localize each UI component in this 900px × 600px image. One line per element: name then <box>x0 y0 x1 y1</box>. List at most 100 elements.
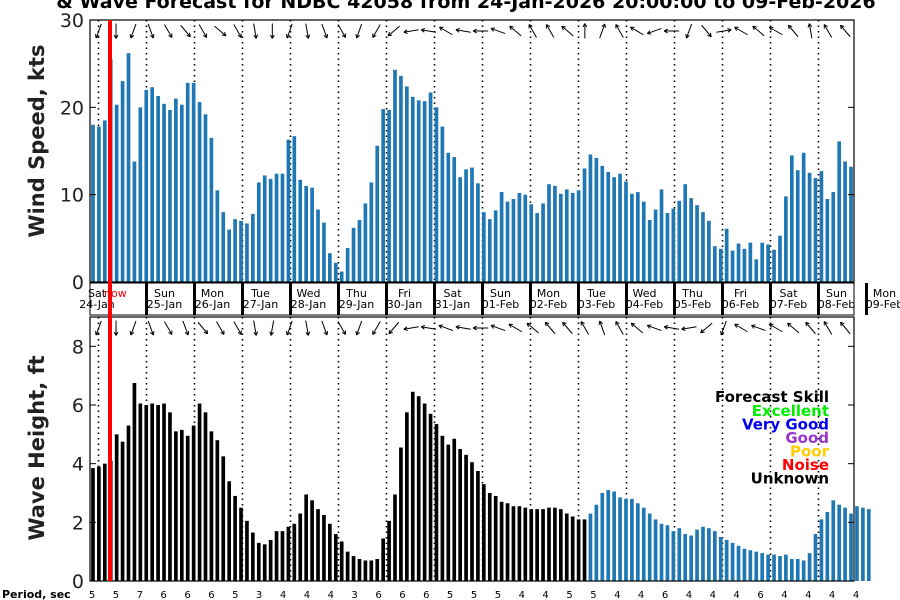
wave-direction-arrow <box>355 320 363 336</box>
wave-bar <box>559 509 563 581</box>
wave-bar <box>511 506 516 581</box>
wave-bar <box>304 494 308 581</box>
wave-bar <box>286 526 291 581</box>
day-label-strip: Sat24-JanSun25-JanMon26-JanTue27-JanWed2… <box>79 282 900 316</box>
wave-bar <box>280 531 285 581</box>
wave-bar <box>179 429 184 581</box>
wind-bar <box>120 81 125 282</box>
wave-bar <box>778 556 782 581</box>
wind-direction-arrow <box>147 23 155 39</box>
wind-bar <box>387 109 391 282</box>
wind-bar <box>707 220 711 282</box>
chart-title: & Wave Forecast for NDBC 42058 from 24-J… <box>56 0 875 13</box>
wave-direction-arrow <box>372 321 381 335</box>
period-value: 6 <box>375 590 381 600</box>
wind-direction-arrow <box>253 23 259 39</box>
wave-bar <box>671 531 676 581</box>
wave-direction-arrow <box>734 323 748 333</box>
wind-bar <box>393 69 397 282</box>
day-date-label: 08-Feb <box>818 298 855 311</box>
wave-bar <box>97 466 101 581</box>
period-value: 5 <box>566 590 572 600</box>
wind-bar <box>446 152 451 282</box>
wind-bar <box>322 222 326 282</box>
day-name-label: Fri <box>398 287 411 300</box>
wave-direction-arrow <box>615 321 624 335</box>
now-marker-label: now <box>104 287 127 300</box>
wind-bar <box>837 141 842 282</box>
wind-bar <box>132 161 137 282</box>
day-name-label: Thu <box>345 287 367 300</box>
wind-speed-axis-label: Wind Speed, kts <box>25 44 49 237</box>
day-date-label: 05-Feb <box>674 298 711 311</box>
wind-direction-arrow <box>355 23 363 39</box>
wave-direction-arrow <box>197 321 209 335</box>
wave-bar <box>440 435 445 581</box>
wind-bar <box>179 104 184 283</box>
wind-direction-arrow <box>509 25 522 37</box>
wave-ytick-label: 0 <box>72 571 84 593</box>
legend-entry: Excellent <box>752 402 829 420</box>
wind-direction-arrow <box>752 25 765 37</box>
wave-direction-arrow <box>823 321 833 335</box>
wave-bar <box>855 506 859 581</box>
wind-direction-arrow <box>734 26 748 36</box>
wind-bar <box>511 199 516 282</box>
day-date-label: 09-Feb <box>866 298 900 311</box>
wave-bar <box>843 507 847 581</box>
wind-bar <box>150 87 155 282</box>
period-value: 4 <box>686 590 692 600</box>
wind-bar <box>298 179 303 282</box>
wind-bar <box>789 155 794 282</box>
wind-bar <box>126 53 131 282</box>
wind-bar <box>416 100 421 282</box>
wave-bar <box>606 490 611 581</box>
wind-bar <box>529 204 534 282</box>
wind-bar <box>819 171 824 282</box>
wave-bar <box>339 541 344 581</box>
wind-direction-arrow <box>701 24 712 38</box>
wind-ytick-label: 0 <box>72 272 84 294</box>
wave-bar <box>416 396 421 581</box>
wave-bar <box>849 513 853 581</box>
day-date-label: 03-Feb <box>578 298 615 311</box>
wind-bar <box>144 89 149 283</box>
wave-bar <box>268 539 273 581</box>
wind-bar <box>665 213 670 282</box>
wave-direction-arrow <box>403 326 419 332</box>
wave-bar <box>476 471 480 581</box>
wind-direction-arrow <box>630 26 644 36</box>
wave-bar <box>630 498 634 581</box>
day-name-label: Mon <box>537 287 560 300</box>
wave-bar <box>393 494 397 581</box>
wave-bar <box>576 519 581 581</box>
legend-entry: Very Good <box>742 416 829 434</box>
wind-direction-arrow <box>663 28 680 34</box>
wave-ytick-label: 8 <box>72 336 84 358</box>
wind-bar <box>582 168 587 282</box>
period-value: 3 <box>351 590 357 600</box>
day-name-label: Sat <box>779 287 798 300</box>
wind-bar <box>310 187 314 282</box>
wind-bar <box>843 161 847 282</box>
wind-bar <box>671 208 676 282</box>
period-value: 5 <box>447 590 453 600</box>
day-name-label: Sun <box>826 287 847 300</box>
wind-direction-arrow <box>372 24 381 38</box>
wave-direction-arrow <box>388 321 400 335</box>
wave-direction-arrow <box>216 321 225 335</box>
wave-bar <box>114 434 119 581</box>
day-date-label: 31-Jan <box>435 298 471 311</box>
wind-bar <box>624 181 628 282</box>
wave-bar <box>837 504 842 581</box>
wind-direction-arrow <box>545 24 555 38</box>
wave-height-axis-label: Wave Height, ft <box>25 355 49 540</box>
day-name-label: Sun <box>490 287 511 300</box>
period-value: 5 <box>471 590 477 600</box>
wind-bar <box>245 223 249 282</box>
wave-direction-arrow <box>455 324 471 330</box>
wind-direction-arrow <box>337 24 347 38</box>
day-name-label: Fri <box>734 287 747 300</box>
wave-bar <box>156 405 160 581</box>
wave-direction-arrow <box>147 320 155 336</box>
